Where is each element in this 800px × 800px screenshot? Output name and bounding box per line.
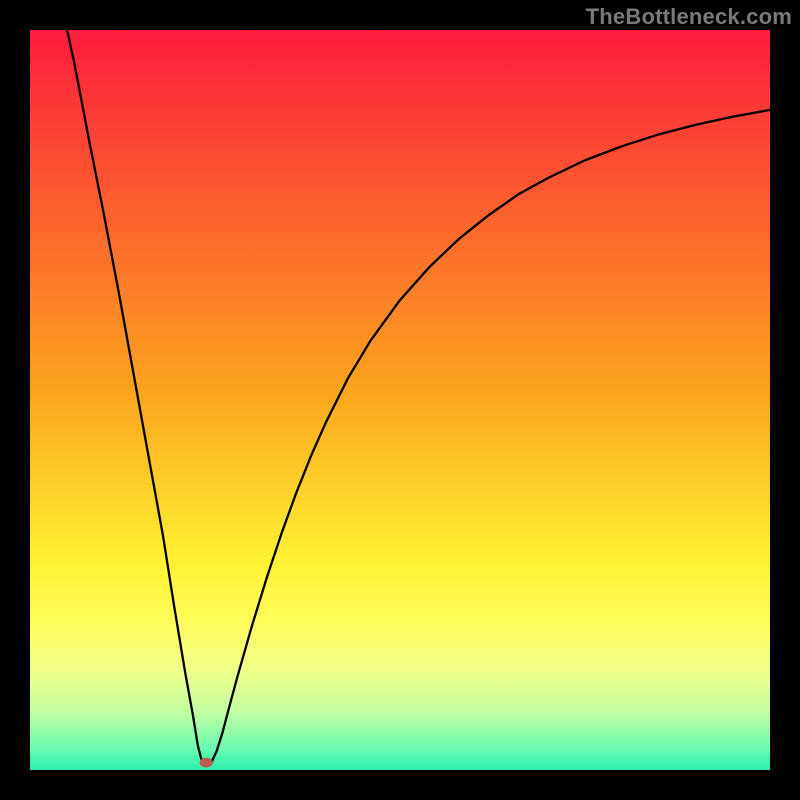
chart-svg [30,30,770,770]
chart-plot-area [30,30,770,770]
outer-frame: TheBottleneck.com [0,0,800,800]
watermark-text: TheBottleneck.com [586,4,792,30]
chart-background [30,30,770,770]
chart-marker [200,758,213,768]
